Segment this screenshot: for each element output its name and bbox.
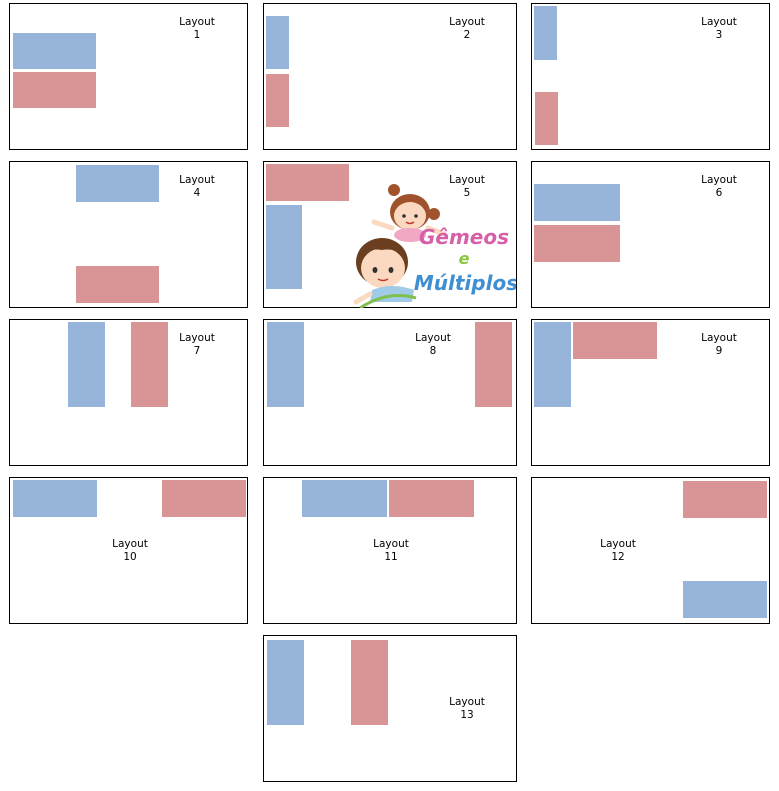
boy-illustration <box>353 238 417 308</box>
layout-label-word: Layout <box>701 174 737 186</box>
layout-label-number: 5 <box>463 187 471 199</box>
blue-rectangle <box>534 6 557 60</box>
blue-rectangle <box>266 205 302 289</box>
layout-panel-7: Layout 7 <box>9 319 248 466</box>
layout-label: Layout 2 <box>437 16 497 42</box>
layout-label: Layout 6 <box>689 174 749 200</box>
layout-label-number: 3 <box>715 29 723 41</box>
red-rectangle <box>76 266 159 303</box>
red-rectangle <box>266 74 289 127</box>
layout-panel-3: Layout 3 <box>531 3 770 150</box>
layout-label: Layout 3 <box>689 16 749 42</box>
blue-rectangle <box>76 165 159 202</box>
layout-label: Layout 11 <box>361 538 421 564</box>
layout-label-number: 13 <box>460 709 474 721</box>
layout-label-number: 4 <box>193 187 201 199</box>
layout-label: Layout 9 <box>689 332 749 358</box>
layout-label-word: Layout <box>701 332 737 344</box>
layout-panel-4: Layout 4 <box>9 161 248 308</box>
layout-label-number: 6 <box>715 187 723 199</box>
blue-rectangle <box>266 16 289 69</box>
girl-illustration <box>371 184 447 242</box>
red-rectangle <box>266 164 349 201</box>
blue-rectangle <box>13 33 96 69</box>
blue-rectangle <box>683 581 767 618</box>
layout-panel-9: Layout 9 <box>531 319 770 466</box>
layout-label-number: 8 <box>429 345 437 357</box>
layout-label-word: Layout <box>449 696 485 708</box>
layout-panel-13: Layout 13 <box>263 635 517 782</box>
layout-label-word: Layout <box>449 174 485 186</box>
red-rectangle <box>13 72 96 108</box>
blue-rectangle <box>68 322 105 407</box>
logo-text-gemeos: Gêmeos <box>419 225 509 249</box>
blue-rectangle <box>267 322 304 407</box>
layout-label-word: Layout <box>415 332 451 344</box>
red-rectangle <box>683 481 767 518</box>
red-rectangle <box>351 640 388 725</box>
layout-label-word: Layout <box>112 538 148 550</box>
layout-label-word: Layout <box>449 16 485 28</box>
layout-label-number: 1 <box>193 29 201 41</box>
layout-label: Layout 1 <box>167 16 227 42</box>
layout-label-word: Layout <box>179 332 215 344</box>
layout-label-number: 12 <box>611 551 625 563</box>
layout-panel-10: Layout 10 <box>9 477 248 624</box>
blue-rectangle <box>267 640 304 725</box>
layout-panel-12: Layout 12 <box>531 477 770 624</box>
red-rectangle <box>535 92 558 145</box>
red-rectangle <box>573 322 657 359</box>
layout-label-word: Layout <box>179 16 215 28</box>
layout-label-number: 2 <box>463 29 471 41</box>
layout-label: Layout 7 <box>167 332 227 358</box>
layout-label-number: 9 <box>715 345 723 357</box>
layout-label-number: 11 <box>384 551 398 563</box>
blue-rectangle <box>534 184 620 221</box>
layout-panel-1: Layout 1 <box>9 3 248 150</box>
layout-label: Layout 4 <box>167 174 227 200</box>
layout-label-word: Layout <box>600 538 636 550</box>
layout-label-word: Layout <box>373 538 409 550</box>
logo-text-multiplos: Múltiplos <box>414 271 516 295</box>
layout-label: Layout 13 <box>437 696 497 722</box>
red-rectangle <box>534 225 620 262</box>
red-rectangle <box>162 480 246 517</box>
logo-text-e: e <box>459 249 470 268</box>
layout-panel-8: Layout 8 <box>263 319 517 466</box>
layout-label: Layout 5 <box>437 174 497 200</box>
layout-label-word: Layout <box>179 174 215 186</box>
red-rectangle <box>389 480 474 517</box>
layout-label: Layout 12 <box>588 538 648 564</box>
layout-panel-11: Layout 11 <box>263 477 517 624</box>
red-rectangle <box>131 322 168 407</box>
red-rectangle <box>475 322 512 407</box>
layout-panel-6: Layout 6 <box>531 161 770 308</box>
layout-label: Layout 10 <box>100 538 160 564</box>
layout-label-number: 10 <box>123 551 137 563</box>
layout-label-number: 7 <box>193 345 201 357</box>
layout-label: Layout 8 <box>403 332 463 358</box>
layout-panel-2: Layout 2 <box>263 3 517 150</box>
gemeos-e-multiplos-logo: Gêmeos e Múltiplos <box>353 184 516 308</box>
layout-label-word: Layout <box>701 16 737 28</box>
blue-rectangle <box>534 322 571 407</box>
blue-rectangle <box>302 480 387 517</box>
blue-rectangle <box>13 480 97 517</box>
